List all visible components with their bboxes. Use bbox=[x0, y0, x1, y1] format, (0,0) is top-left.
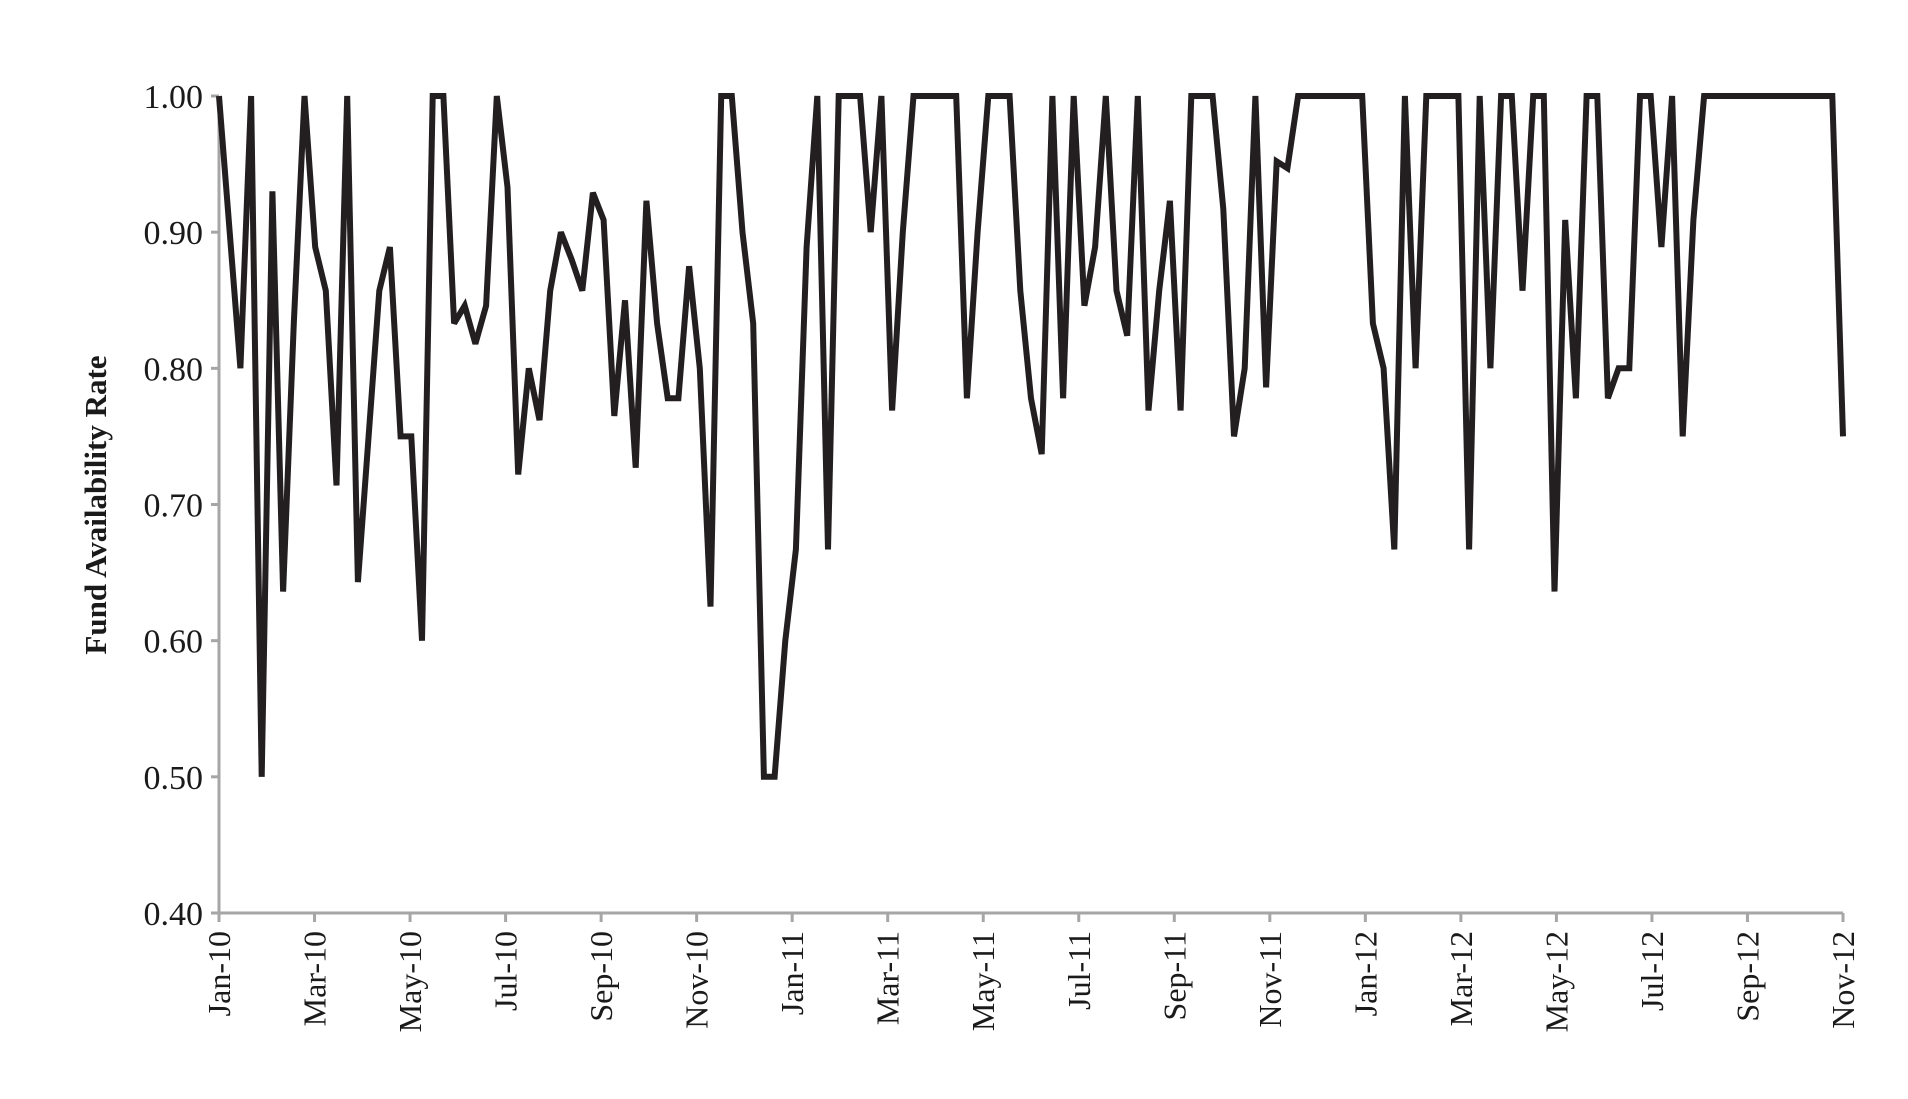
x-tick-label: Sep-12 bbox=[1729, 931, 1765, 1022]
y-tick-label: 0.90 bbox=[144, 215, 204, 252]
x-tick-label: Sep-10 bbox=[583, 931, 619, 1022]
x-tick-label: Mar-10 bbox=[297, 931, 333, 1026]
series-layer bbox=[216, 93, 1846, 780]
x-tick-label: May-11 bbox=[965, 931, 1001, 1031]
series-line-0 bbox=[216, 93, 1846, 780]
y-tick-label: 0.70 bbox=[144, 488, 204, 525]
x-tick-label: May-12 bbox=[1538, 931, 1574, 1032]
x-tick-label: Nov-11 bbox=[1252, 931, 1288, 1028]
y-axis-ticks: 0.40 0.50 0.60 0.70 0.80 0.90 1.00 bbox=[144, 79, 219, 933]
x-tick-label: Nov-10 bbox=[679, 931, 715, 1029]
x-axis-ticks: Jan-10 Mar-10 May-10 Jul-10 Sep-10 Nov-10 Jan-… bbox=[201, 913, 1861, 1032]
x-tick-label: Jan-11 bbox=[774, 931, 810, 1015]
x-tick-label: Jul-10 bbox=[488, 931, 524, 1011]
x-tick-label: Jul-12 bbox=[1634, 931, 1670, 1011]
x-tick-label: Mar-12 bbox=[1443, 931, 1479, 1026]
y-tick-label: 0.60 bbox=[144, 624, 204, 661]
x-tick-label: Mar-11 bbox=[870, 931, 906, 1025]
y-axis-title: Fund Availability Rate bbox=[78, 355, 113, 654]
y-tick-label: 1.00 bbox=[144, 79, 204, 116]
x-tick-label: Jan-10 bbox=[201, 931, 237, 1016]
y-tick-label: 0.40 bbox=[144, 896, 204, 933]
x-tick-label: Jul-11 bbox=[1061, 931, 1097, 1010]
x-tick-label: May-10 bbox=[392, 931, 428, 1032]
y-tick-label: 0.80 bbox=[144, 351, 204, 388]
x-tick-label: Sep-11 bbox=[1156, 931, 1192, 1020]
x-tick-label: Jan-12 bbox=[1347, 931, 1383, 1016]
y-tick-label: 0.50 bbox=[144, 760, 204, 797]
x-tick-label: Nov-12 bbox=[1825, 931, 1861, 1029]
